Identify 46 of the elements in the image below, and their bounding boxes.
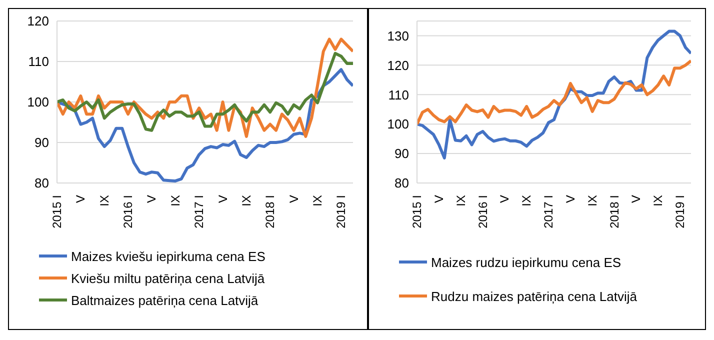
x-tick-label: 2019 I (334, 195, 348, 228)
x-tick-label: 2019 I (673, 195, 688, 228)
x-tick-label: 2016 I (121, 195, 136, 228)
x-tick-label: V (74, 195, 88, 204)
line-series (417, 59, 691, 126)
x-tick-label: IX (585, 195, 600, 206)
x-tick-label: V (563, 195, 578, 204)
x-tick-label: IX (454, 195, 468, 206)
y-tick-label: 120 (387, 58, 409, 73)
y-tick-label: 90 (34, 135, 49, 150)
y-tick-label: 100 (27, 94, 49, 110)
x-tick-label: 2018 I (263, 195, 278, 228)
legend-label: Kviešu miltu patēriņa cena Latvijā (71, 270, 265, 286)
x-tick-label: 2015 I (50, 195, 64, 228)
x-tick-label: V (432, 195, 446, 204)
x-tick-label: 2017 I (192, 195, 206, 228)
x-tick-label: IX (97, 195, 112, 206)
y-tick-label: 80 (34, 176, 49, 191)
y-tick-label: 110 (28, 54, 49, 70)
x-tick-label: V (629, 195, 644, 204)
y-tick-label: 90 (394, 146, 409, 162)
x-tick-label: IX (239, 195, 254, 206)
x-tick-label: IX (651, 195, 666, 206)
x-tick-label: 2015 I (410, 195, 424, 228)
y-tick-label: 80 (394, 176, 409, 191)
x-tick-label: IX (520, 195, 534, 206)
x-tick-label: V (144, 195, 159, 204)
x-tick-label: V (286, 195, 301, 204)
x-tick-label: 2018 I (607, 195, 622, 228)
x-tick-label: 2017 I (542, 195, 556, 228)
line-series (57, 52, 353, 132)
y-tick-label: 100 (387, 116, 409, 132)
y-tick-label: 110 (388, 87, 409, 102)
x-tick-label: V (498, 195, 512, 204)
line-series (417, 30, 691, 160)
legend-label: Maizes kviešu iepirkuma cena ES (71, 248, 266, 264)
y-tick-label: 130 (387, 28, 409, 44)
legend-label: Maizes rudzu iepirkumu cena ES (431, 254, 622, 270)
line-series (57, 68, 353, 182)
x-tick-label: IX (168, 195, 182, 206)
legend-label: Rudzu maizes patēriņa cena Latvijā (431, 288, 637, 304)
y-tick-label: 120 (27, 14, 49, 29)
x-tick-label: 2016 I (476, 195, 490, 228)
x-tick-label: IX (310, 195, 324, 206)
legend-label: Baltmaizes patēriņa cena Latvijā (71, 292, 258, 308)
x-tick-label: V (216, 195, 230, 204)
